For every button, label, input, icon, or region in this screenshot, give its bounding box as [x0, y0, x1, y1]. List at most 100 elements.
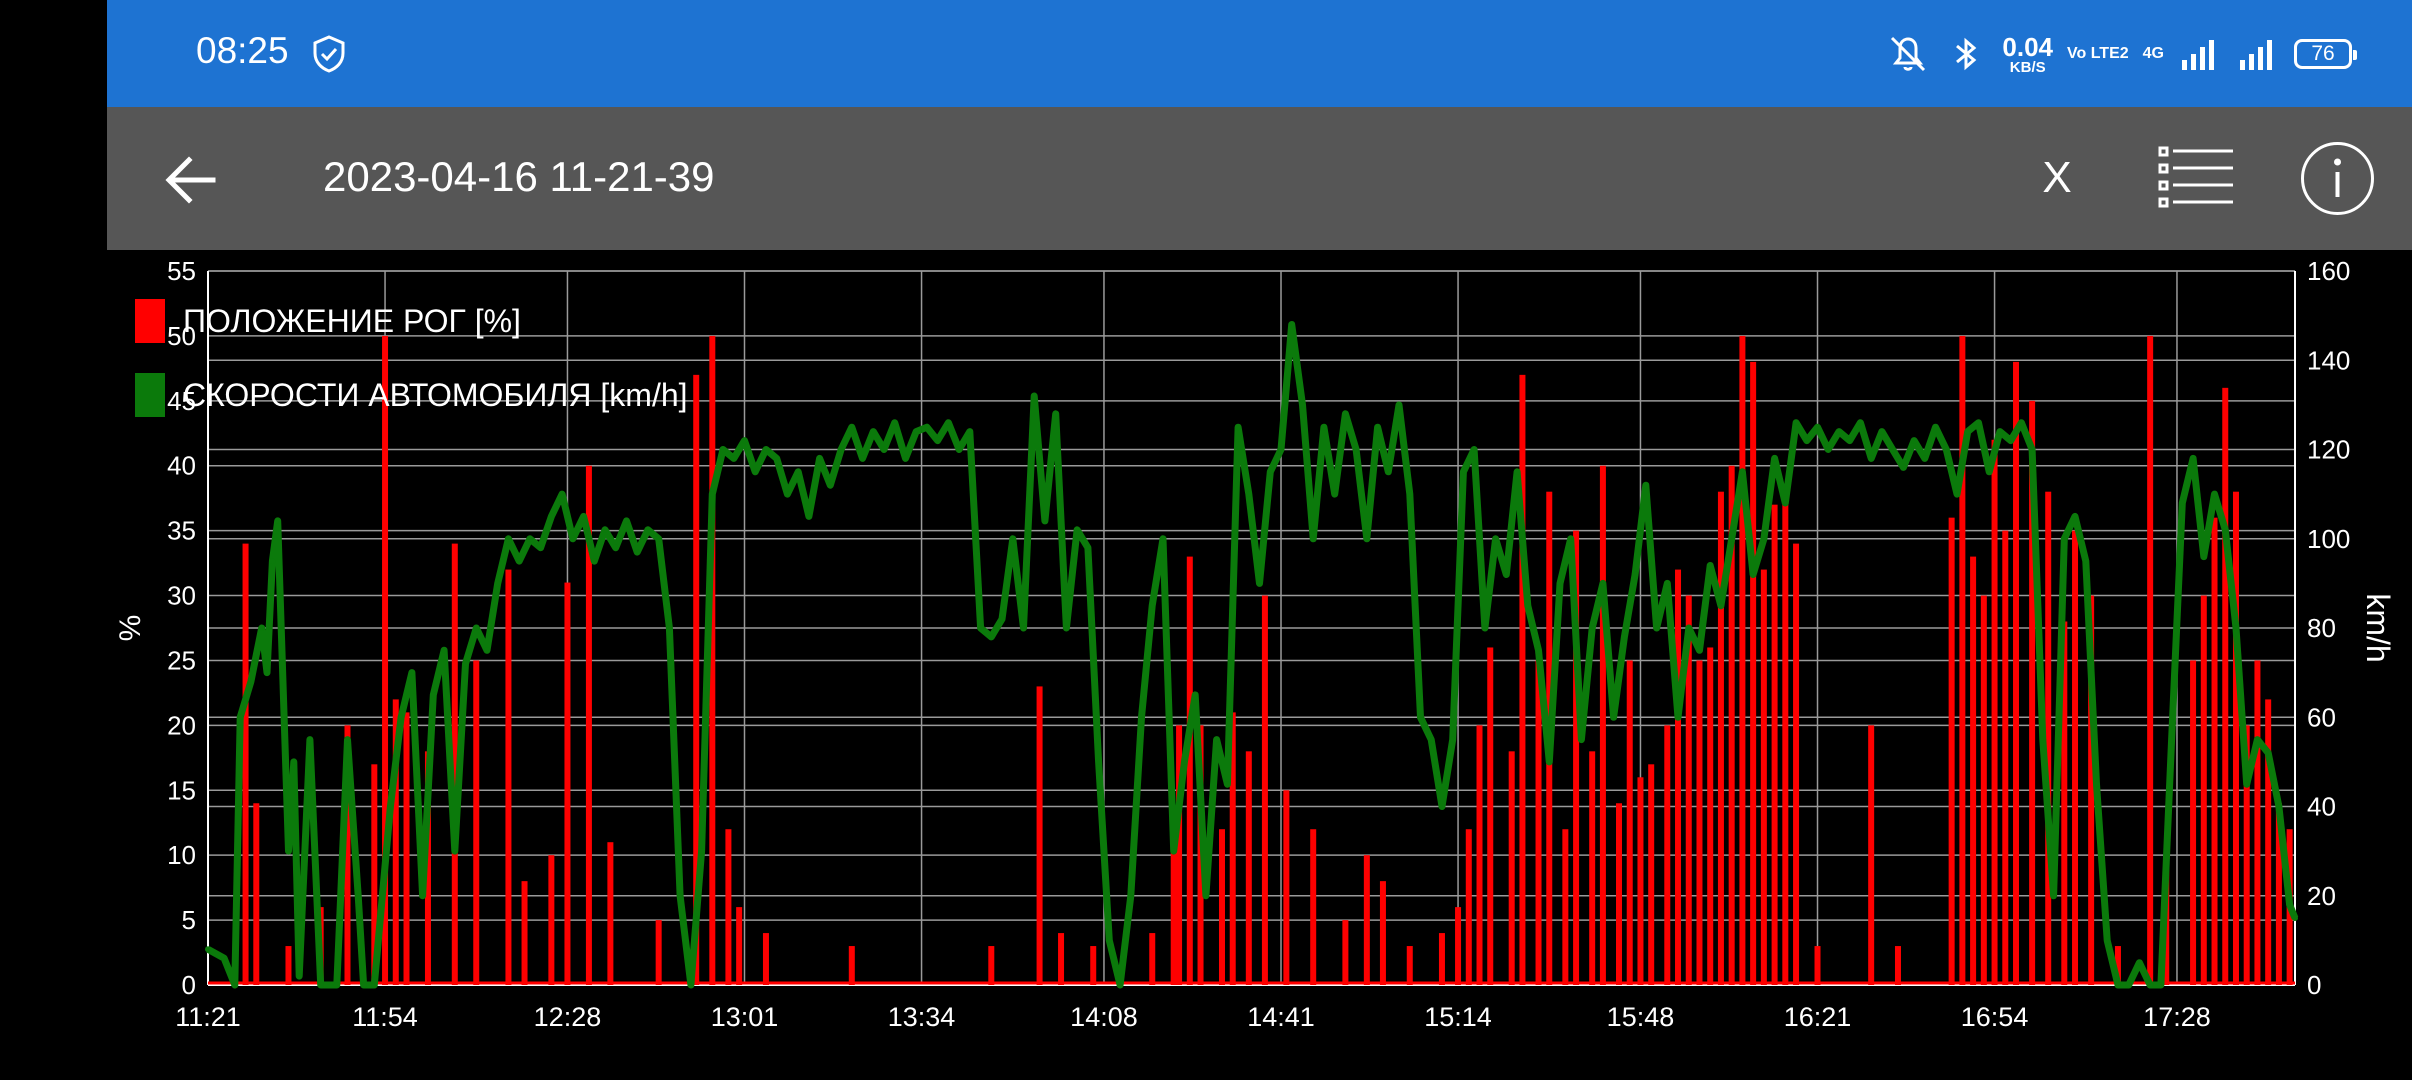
speed-point: [2125, 982, 2132, 988]
speed-point: [1481, 625, 1488, 631]
close-button[interactable]: X: [2042, 153, 2072, 202]
y-right-tick-label: 80: [2307, 613, 2336, 643]
list-icon[interactable]: [2157, 144, 2237, 214]
speed-point: [698, 848, 705, 855]
throttle-spike: [1508, 751, 1515, 985]
y-right-tick-label: 100: [2307, 524, 2350, 554]
speed-point: [569, 535, 576, 542]
x-tick-label: 11:21: [175, 1002, 241, 1032]
throttle-spike: [344, 725, 351, 985]
speed-point: [1170, 848, 1177, 855]
speed-point: [1396, 401, 1403, 408]
speed-point: [505, 535, 512, 542]
throttle-spike: [1519, 374, 1526, 985]
speed-point: [2093, 781, 2100, 788]
throttle-spike: [1573, 530, 1580, 985]
speed-point: [2286, 901, 2293, 908]
throttle-spike: [1363, 855, 1370, 985]
speed-point: [2018, 419, 2025, 426]
y-right-tick-label: 40: [2307, 792, 2336, 822]
y-right-tick-label: 20: [2307, 881, 2336, 911]
throttle-spike: [1090, 946, 1097, 985]
speed-point: [355, 892, 362, 899]
signal-icon: [2240, 40, 2272, 70]
speed-point: [462, 660, 469, 667]
speed-point: [537, 544, 544, 551]
speed-point: [956, 446, 963, 453]
speed-point: [1127, 892, 1134, 899]
throttle-spike: [848, 946, 855, 985]
throttle-spike: [1868, 725, 1875, 985]
throttle-spike: [2088, 595, 2095, 985]
throttle-spike: [1406, 946, 1413, 985]
throttle-spike: [1342, 920, 1349, 985]
speed-point: [559, 491, 566, 498]
mute-icon: [1891, 36, 1926, 72]
y-left-tick-label: 55: [167, 256, 196, 286]
speed-point: [2072, 513, 2079, 520]
speed-point: [473, 625, 480, 631]
speed-point: [1857, 419, 1864, 426]
speed-point: [1878, 428, 1885, 435]
network-type: 4G: [2142, 45, 2164, 62]
speed-point: [516, 558, 523, 565]
speed-point: [269, 558, 276, 565]
y-left-axis-label: %: [114, 615, 147, 642]
speed-point: [988, 633, 995, 640]
speed-point: [1664, 580, 1671, 587]
speed-point: [387, 803, 394, 810]
speed-point: [1964, 428, 1971, 435]
throttle-spike: [693, 374, 700, 985]
speed-point: [1084, 544, 1091, 551]
speed-point: [1438, 803, 1445, 810]
speed-point: [1986, 468, 1993, 475]
throttle-spike: [1455, 907, 1462, 985]
arrow-left-icon[interactable]: [157, 145, 227, 215]
throttle-spike: [2072, 530, 2079, 985]
speed-point: [666, 625, 673, 631]
speed-point: [1063, 625, 1070, 631]
speed-point: [720, 446, 727, 453]
speed-point: [2114, 982, 2121, 988]
legend-item-speed: СКОРОСТИ АВТОМОБИЛЯ [km/h]: [135, 358, 688, 432]
info-icon[interactable]: [2300, 141, 2375, 216]
speed-point: [2265, 749, 2272, 756]
speed-point: [1245, 491, 1252, 498]
speed-point: [934, 437, 941, 444]
speed-point: [1556, 580, 1563, 587]
speed-point: [1106, 937, 1113, 944]
throttle-spike: [1970, 556, 1977, 985]
speed-point: [1707, 562, 1714, 569]
y-left-tick-label: 5: [182, 905, 196, 935]
throttle-spike: [451, 543, 458, 985]
speed-point: [1943, 446, 1950, 453]
speed-point: [999, 616, 1006, 623]
throttle-spike: [762, 933, 769, 985]
network-speed-value: 0.04: [2002, 31, 2054, 62]
speed-point: [1192, 691, 1199, 698]
battery-icon: 76: [2294, 39, 2357, 69]
speed-point: [1782, 500, 1789, 507]
speed-point: [580, 513, 587, 520]
throttle-spike: [2211, 517, 2218, 985]
throttle-spike: [392, 699, 399, 985]
speed-point: [1835, 428, 1842, 435]
throttle-spike: [1058, 933, 1065, 985]
throttle-spike: [242, 543, 249, 985]
speed-point: [623, 517, 630, 524]
speed-point: [2243, 781, 2250, 788]
speed-point: [1074, 526, 1081, 533]
throttle-spike: [1589, 751, 1596, 985]
speed-point: [2061, 535, 2068, 542]
speed-point: [2147, 982, 2154, 988]
throttle-spike: [1218, 829, 1225, 985]
throttle-spike: [736, 907, 743, 985]
speed-point: [762, 446, 769, 453]
throttle-spike: [1149, 933, 1156, 985]
speed-point: [1267, 468, 1274, 475]
speed-point: [730, 455, 737, 462]
speed-point: [526, 535, 533, 542]
page-title: 2023-04-16 11-21-39: [323, 153, 715, 200]
throttle-spike: [1170, 829, 1177, 985]
speed-point: [2104, 937, 2111, 944]
